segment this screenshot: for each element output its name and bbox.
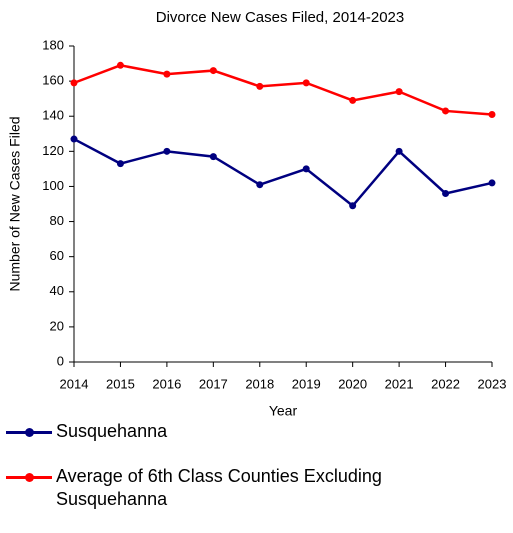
data-point [395, 88, 403, 96]
data-point [256, 181, 264, 189]
legend-marker [25, 428, 34, 437]
x-tick-label: 2023 [478, 376, 507, 391]
x-tick-label: 2019 [292, 376, 321, 391]
y-tick-label: 160 [42, 73, 64, 88]
y-tick-label: 40 [50, 283, 64, 298]
data-point [70, 79, 78, 87]
data-point [349, 96, 357, 104]
series-line [73, 64, 493, 116]
data-point [488, 110, 496, 118]
legend-entry: Average of 6th Class Counties Excluding … [0, 465, 456, 511]
data-point [395, 147, 403, 155]
legend-label: Susquehanna [56, 421, 168, 441]
data-point [302, 79, 310, 87]
y-tick-label: 20 [50, 318, 64, 333]
y-tick-label: 80 [50, 213, 64, 228]
series-line [73, 137, 493, 208]
data-point [302, 165, 310, 173]
y-tick-label: 0 [57, 353, 64, 368]
x-tick-label: 2016 [152, 376, 181, 391]
y-tick-label: 120 [42, 143, 64, 158]
data-point [116, 160, 124, 168]
data-point [163, 70, 171, 78]
x-tick-label: 2018 [245, 376, 274, 391]
y-tick-label: 60 [50, 248, 64, 263]
legend-label: Average of 6th Class Counties Excluding … [56, 466, 382, 509]
data-point [209, 67, 217, 75]
x-tick-label: 2022 [431, 376, 460, 391]
y-axis-label: Number of New Cases Filed [7, 116, 23, 291]
legend-key [6, 473, 52, 482]
data-point [256, 82, 264, 90]
data-point [442, 189, 450, 197]
data-point [442, 107, 450, 115]
chart-title: Divorce New Cases Filed, 2014-2023 [156, 9, 404, 26]
legend-entry: Susquehanna [0, 420, 456, 443]
data-point [163, 147, 171, 155]
y-tick-label: 140 [42, 108, 64, 123]
x-tick-label: 2014 [60, 376, 89, 391]
data-point [349, 202, 357, 210]
x-tick-label: 2017 [199, 376, 228, 391]
x-tick-label: 2015 [106, 376, 135, 391]
data-point [70, 135, 78, 143]
legend-marker [25, 473, 34, 482]
data-point [116, 61, 124, 69]
y-tick-label: 180 [42, 37, 64, 52]
data-point [488, 179, 496, 187]
x-axis-label: Year [269, 403, 298, 419]
chart: Divorce New Cases Filed, 2014-2023 Year … [7, 9, 507, 419]
y-tick-label: 100 [42, 178, 64, 193]
x-tick-label: 2021 [385, 376, 414, 391]
data-point [209, 153, 217, 161]
legend-key [6, 428, 52, 437]
x-tick-label: 2020 [338, 376, 367, 391]
legend: Susquehanna Average of 6th Class Counties… [0, 420, 513, 533]
